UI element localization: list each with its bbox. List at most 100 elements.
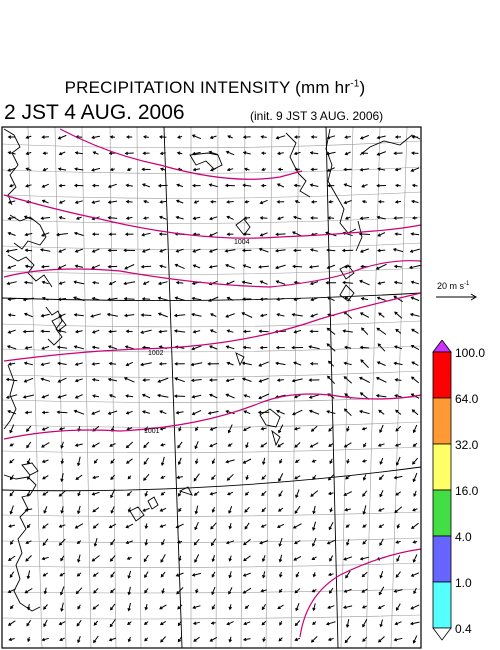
wind-arrow xyxy=(159,427,166,431)
wind-arrow xyxy=(159,524,167,528)
wind-arrow xyxy=(25,135,32,139)
wind-arrow xyxy=(225,410,235,415)
wind-arrow xyxy=(211,474,216,481)
wind-arrow xyxy=(225,264,235,269)
wind-arrow xyxy=(341,248,354,253)
wind-arrow xyxy=(192,330,201,334)
wind-arrow xyxy=(92,151,99,155)
wind-arrow xyxy=(42,475,49,480)
legend-box-5 xyxy=(432,581,452,629)
wind-arrow xyxy=(293,151,301,156)
wind-arrow xyxy=(160,554,166,563)
wind-arrow xyxy=(343,311,353,319)
wind-arrow xyxy=(91,264,101,270)
wind-arrow xyxy=(209,329,217,334)
wind-arrow xyxy=(245,474,249,481)
wind-arrow xyxy=(91,167,101,172)
map-frame xyxy=(1,126,422,649)
wind-arrow xyxy=(7,555,16,561)
wind-arrow xyxy=(43,587,48,595)
wind-arrow xyxy=(394,394,402,398)
wind-arrow xyxy=(279,620,283,626)
wind-arrow xyxy=(377,636,385,643)
wind-arrow xyxy=(177,636,183,643)
wind-arrow xyxy=(226,200,234,204)
wind-arrow xyxy=(175,199,184,204)
wind-arrow xyxy=(41,297,49,301)
wind-arrow xyxy=(259,345,268,350)
wind-arrow xyxy=(24,264,33,269)
wind-arrow xyxy=(376,183,387,188)
wind-arrow xyxy=(327,216,335,220)
wind-arrow xyxy=(328,200,334,204)
wind-arrow xyxy=(228,555,232,562)
wind-arrow xyxy=(261,507,267,513)
wind-arrow xyxy=(9,443,14,447)
wind-arrow xyxy=(7,231,16,236)
wind-arrow xyxy=(92,507,100,513)
wind-arrow xyxy=(23,280,33,285)
wind-arrow xyxy=(258,377,269,383)
wind-arrow xyxy=(242,264,252,269)
wind-arrow xyxy=(278,554,283,563)
wind-arrow xyxy=(177,604,183,610)
wind-arrow xyxy=(393,637,403,642)
wind-arrow xyxy=(258,247,269,253)
wind-arrow xyxy=(294,620,301,627)
legend-box-3 xyxy=(432,489,452,537)
wind-arrow xyxy=(144,603,148,611)
wind-arrow xyxy=(107,377,118,382)
wind-arrow xyxy=(328,425,334,432)
wind-arrow xyxy=(58,524,66,528)
wind-arrow xyxy=(74,248,83,253)
wind-arrow xyxy=(409,312,420,317)
wind-arrow xyxy=(141,297,151,301)
wind-arrow xyxy=(259,297,268,301)
wind-arrow xyxy=(394,443,402,447)
valid-time: 2 JST 4 AUG. 2006 xyxy=(4,101,185,124)
legend-label-100: 100.0 xyxy=(455,346,486,360)
wind-arrow xyxy=(58,200,66,204)
wind-arrow xyxy=(41,199,49,204)
wind-arrow xyxy=(58,183,66,188)
wind-arrow xyxy=(9,490,15,497)
wind-arrow xyxy=(92,572,99,577)
wind-arrow xyxy=(25,555,32,562)
wind-arrow xyxy=(276,183,285,188)
wind-arrow xyxy=(5,248,18,253)
wind-arrow xyxy=(159,264,167,269)
wind-arrow xyxy=(41,556,49,561)
wind-arrow xyxy=(91,378,100,382)
wind-arrow xyxy=(209,492,217,496)
wind-arrow xyxy=(26,458,31,465)
wind-arrow xyxy=(343,556,353,561)
wind-arrow xyxy=(259,216,268,220)
wind-arrow xyxy=(295,571,300,578)
wind-arrow xyxy=(309,329,319,334)
wind-arrow xyxy=(377,199,385,204)
wind-arrow xyxy=(110,588,116,594)
wind-arrow xyxy=(22,394,35,399)
wind-arrow xyxy=(262,637,266,643)
wind-arrow xyxy=(211,507,216,513)
wind-arrow xyxy=(343,588,352,593)
wind-arrow xyxy=(275,345,285,350)
wind-arrow xyxy=(210,313,217,317)
wind-arrow xyxy=(412,424,418,434)
wind-arrow xyxy=(58,490,66,497)
wind-arrow xyxy=(260,589,267,593)
wind-arrow xyxy=(275,232,286,237)
wind-arrow xyxy=(395,491,401,496)
wind-arrow xyxy=(108,280,117,285)
wind-arrow xyxy=(327,605,335,609)
wind-arrow xyxy=(23,215,34,220)
wind-arrow xyxy=(244,506,250,513)
wind-arrow xyxy=(241,361,252,366)
wind-arrow xyxy=(312,474,317,481)
wind-arrow xyxy=(192,621,200,625)
wind-arrow xyxy=(7,410,17,415)
wind-arrow xyxy=(123,377,135,383)
wind-arrow xyxy=(107,264,118,269)
wind-arrow xyxy=(379,570,384,579)
wind-arrow xyxy=(326,264,336,269)
